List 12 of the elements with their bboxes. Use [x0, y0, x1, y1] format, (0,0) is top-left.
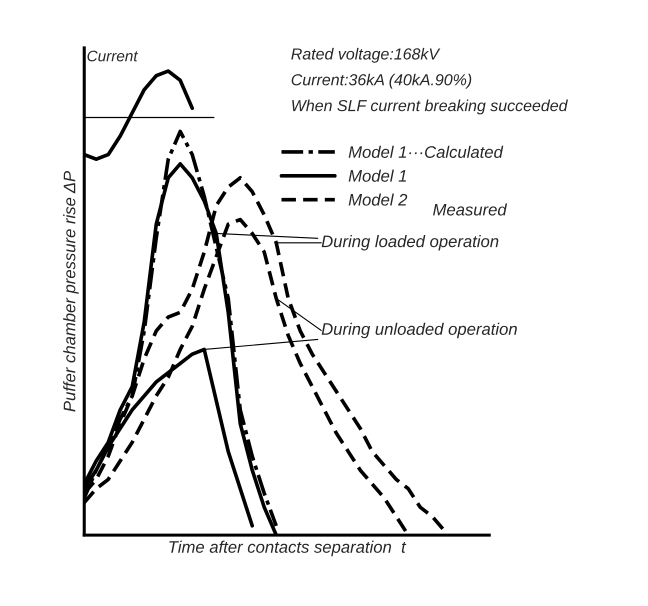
annotation: During unloaded operation [322, 322, 517, 338]
text: Rated voltage:168kV [291, 48, 440, 63]
annotation: When SLF current breaking succeeded [292, 100, 568, 114]
annotation: Measured [433, 203, 508, 216]
legend-label: Model 2 [348, 193, 408, 206]
annotation: During loaded operation [322, 234, 498, 251]
legend-label: Model 1···Calculated [348, 146, 504, 158]
y-axis-title: Puffer chamber pressure rise ΔP [63, 170, 79, 412]
annotation: Current:36kA (40kA.90%) [292, 74, 472, 89]
legend-label: Model 1 [348, 170, 406, 182]
series-label: Current [87, 50, 138, 62]
x-axis-title: Time after contacts separation t [169, 540, 406, 556]
